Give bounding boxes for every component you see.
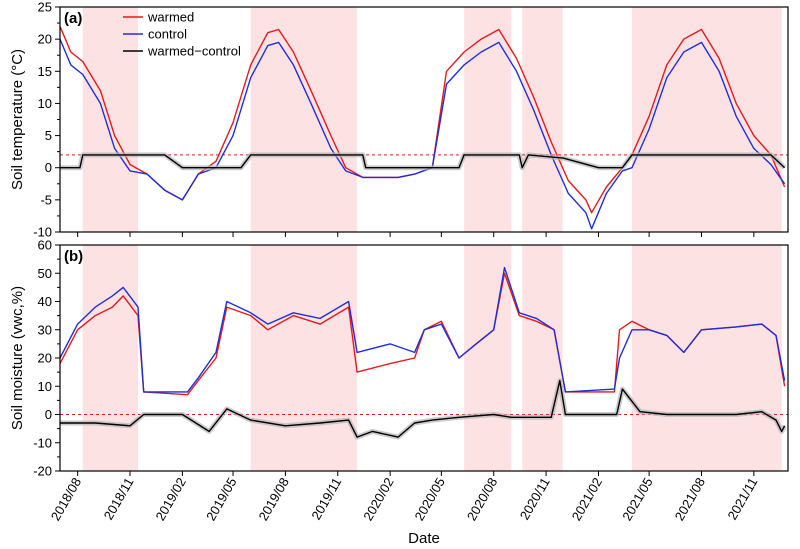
x-tick-label: 2019/11 — [308, 475, 344, 522]
panel-a-temperature: -10 -5 0 5 10 15 20 25 Soil temperature (°C) (a) w… — [9, 0, 789, 240]
y-tick-label: 20 — [38, 32, 52, 47]
x-tick-label: 2020/02 — [360, 475, 396, 523]
y-tick-label: -5 — [40, 192, 52, 207]
y-tick-label: -10 — [33, 225, 52, 240]
y-tick-label: 30 — [38, 322, 52, 337]
x-tick-label: 2021/05 — [619, 475, 655, 523]
x-tick-label: 2021/08 — [672, 475, 708, 523]
y-tick-label: 5 — [45, 128, 52, 143]
panel-b-moisture: -20 -10 0 10 20 30 40 50 60 Soil moisture (vwc,%)… — [9, 238, 789, 523]
y-tick-label: 15 — [38, 64, 52, 79]
x-tick-label: 2019/08 — [256, 475, 292, 523]
shaded-period — [250, 245, 358, 471]
y-axis-label: Soil moisture (vwc,%) — [9, 286, 26, 430]
x-tick-label: 2019/02 — [152, 475, 188, 523]
series-line-control — [59, 38, 786, 230]
y-tick-label: 40 — [38, 294, 52, 309]
y-tick-label: 60 — [38, 238, 52, 253]
panel-label: (b) — [64, 248, 83, 265]
legend-entry: warmed — [147, 10, 194, 25]
series-line-difference — [60, 154, 786, 169]
legend-entry: warmed−control — [147, 44, 241, 59]
x-tick-label: 2018/11 — [101, 475, 137, 522]
y-tick-label: 10 — [38, 96, 52, 111]
shaded-period — [464, 245, 512, 471]
x-tick-label: 2019/05 — [203, 475, 239, 523]
shaded-period — [632, 245, 782, 471]
shaded-period — [82, 7, 138, 232]
y-tick-label: 20 — [38, 351, 52, 366]
shaded-period — [250, 7, 358, 232]
shaded-period — [522, 245, 563, 471]
series-line-control — [59, 266, 786, 393]
y-tick-label: 0 — [45, 407, 52, 422]
y-tick-label: 25 — [38, 0, 52, 15]
shaded-period — [632, 7, 782, 232]
shaded-period — [82, 245, 138, 471]
y-tick-label: 50 — [38, 266, 52, 281]
legend-entry: control — [148, 27, 187, 42]
x-tick-label: 2020/08 — [464, 475, 500, 523]
x-tick-label: 2021/11 — [724, 475, 760, 522]
y-tick-label: -10 — [33, 435, 52, 450]
x-tick-label: 2020/11 — [517, 475, 553, 522]
series-line-difference — [60, 379, 786, 438]
x-tick-label: 2020/05 — [411, 475, 447, 523]
x-tick-label: 2018/08 — [48, 475, 84, 523]
x-axis-label: Date — [408, 530, 440, 547]
y-tick-label: 10 — [38, 379, 52, 394]
panel-label: (a) — [64, 10, 82, 27]
x-tick-label: 2021/02 — [569, 475, 605, 523]
shaded-period — [464, 7, 512, 232]
y-tick-label: 0 — [45, 160, 52, 175]
y-axis-label: Soil temperature (°C) — [9, 49, 26, 190]
y-tick-label: -20 — [33, 464, 52, 479]
